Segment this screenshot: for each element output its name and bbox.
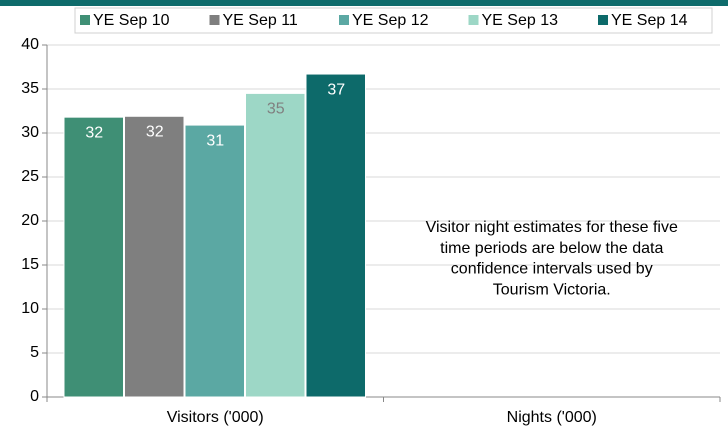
bar (63, 116, 124, 398)
legend-swatch (339, 15, 349, 25)
y-tick-label: 40 (21, 36, 39, 53)
y-tick-label: 10 (21, 300, 39, 317)
bar (184, 124, 245, 398)
bar (124, 115, 185, 398)
y-tick-label: 30 (21, 124, 39, 141)
y-tick-label: 5 (30, 344, 39, 361)
legend-swatch (80, 15, 90, 25)
legend-swatch (598, 15, 608, 25)
legend-label: YE Sep 10 (93, 12, 170, 29)
legend-swatch (209, 15, 220, 25)
x-tick-label: Visitors ('000) (167, 409, 264, 426)
y-tick-label: 15 (21, 256, 39, 273)
legend-label: YE Sep 13 (482, 12, 559, 29)
value-label: 32 (146, 123, 164, 140)
legend-label: YE Sep 11 (223, 12, 298, 29)
value-label: 35 (267, 101, 285, 118)
annotation: Tourism Victoria. (493, 281, 611, 298)
bar (245, 92, 306, 398)
top-band (0, 0, 728, 6)
value-label: 31 (206, 132, 224, 149)
legend-label: YE Sep 14 (611, 12, 688, 29)
y-tick-label: 0 (30, 388, 39, 405)
value-label: 32 (85, 124, 103, 141)
x-tick-label: Nights ('000) (507, 409, 597, 426)
value-label: 37 (327, 81, 345, 98)
legend-swatch (468, 15, 479, 25)
annotation: Visitor night estimates for these five (426, 219, 678, 236)
legend-box (74, 7, 713, 34)
bar (305, 73, 366, 398)
annotation: time periods are below the data (440, 240, 663, 257)
y-tick-label: 35 (21, 80, 39, 97)
annotation: confidence intervals used by (451, 261, 653, 278)
legend-label: YE Sep 12 (352, 12, 429, 29)
y-tick-label: 25 (21, 168, 39, 185)
y-tick-label: 20 (21, 212, 39, 229)
